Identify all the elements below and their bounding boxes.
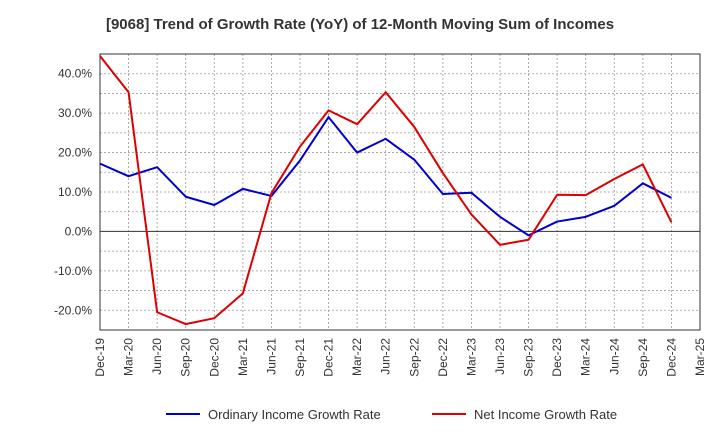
- plot-border: [99, 53, 701, 331]
- x-tick-label: Dec-20: [207, 338, 221, 377]
- y-tick-label: -10.0%: [54, 264, 92, 278]
- y-tick-label: 40.0%: [58, 67, 92, 81]
- legend-label-1: Net Income Growth Rate: [474, 407, 617, 422]
- x-tick-label: Dec-22: [436, 338, 450, 377]
- x-tick-label: Sep-23: [522, 338, 536, 377]
- y-tick-label: 0.0%: [65, 224, 93, 238]
- y-tick-label: 30.0%: [58, 106, 92, 120]
- x-tick-label: Dec-24: [664, 338, 678, 377]
- x-tick-label: Mar-20: [122, 338, 136, 376]
- x-tick-label: Jun-22: [379, 338, 393, 375]
- x-tick-label: Dec-21: [322, 338, 336, 377]
- chart-title: [9068] Trend of Growth Rate (YoY) of 12-…: [105, 16, 615, 33]
- y-tick-label: -20.0%: [54, 303, 92, 317]
- x-tick-label: Jun-23: [493, 338, 507, 375]
- x-tick-label: Mar-24: [579, 338, 593, 376]
- series-line-0: [99, 116, 672, 237]
- legend-label-0: Ordinary Income Growth Rate: [208, 407, 381, 422]
- x-tick-label: Dec-23: [550, 338, 564, 377]
- x-tick-label: Sep-22: [407, 338, 421, 377]
- series-line-1: [99, 55, 673, 326]
- x-tick-label: Jun-20: [150, 338, 164, 375]
- x-tick-label: Mar-23: [464, 338, 478, 376]
- x-tick-label: Mar-25: [693, 338, 707, 376]
- x-tick-label: Jun-24: [607, 338, 621, 375]
- x-tick-label: Mar-22: [350, 338, 364, 376]
- x-tick-label: Dec-19: [93, 338, 107, 377]
- y-tick-label: 10.0%: [58, 185, 92, 199]
- x-tick-label: Sep-24: [636, 338, 650, 377]
- x-tick-label: Sep-21: [293, 338, 307, 377]
- x-tick-label: Mar-21: [236, 338, 250, 376]
- y-tick-label: 20.0%: [58, 146, 92, 160]
- x-tick-label: Jun-21: [264, 338, 278, 375]
- x-tick-label: Sep-20: [179, 338, 193, 377]
